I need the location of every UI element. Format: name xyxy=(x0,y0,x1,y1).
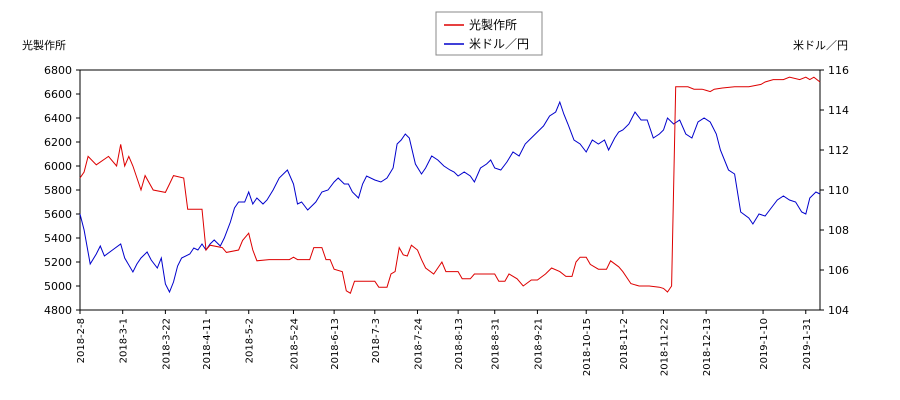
x-tick-label: 2018-3-1 xyxy=(119,318,130,363)
x-tick-label: 2018-10-15 xyxy=(582,318,593,376)
x-tick-label: 2019-1-31 xyxy=(802,318,813,370)
series-layer xyxy=(79,76,821,294)
right-tick-label: 114 xyxy=(828,104,849,117)
left-tick-label: 6000 xyxy=(44,160,72,173)
series-line-stock xyxy=(79,76,821,294)
right-tick-label: 108 xyxy=(828,224,849,237)
right-tick-label: 104 xyxy=(828,304,849,317)
x-tick-label: 2018-3-22 xyxy=(161,318,172,370)
series-line-fx xyxy=(79,100,821,294)
left-tick-label: 5600 xyxy=(44,208,72,221)
x-tick-label: 2018-11-2 xyxy=(619,318,630,370)
left-tick-label: 4800 xyxy=(44,304,72,317)
x-tick-label: 2018-7-3 xyxy=(371,318,382,363)
right-axis: 104 106 108 110 112 114 116 xyxy=(820,64,849,317)
x-tick-label: 2018-8-31 xyxy=(491,318,502,370)
left-tick-label: 5200 xyxy=(44,256,72,269)
x-tick-label: 2018-4-11 xyxy=(202,318,213,370)
legend-label-stock: 光製作所 xyxy=(469,18,517,32)
left-axis: 4800 5000 5200 5400 5600 5800 6000 6200 6400 6600… xyxy=(44,64,80,317)
right-tick-label: 110 xyxy=(828,184,849,197)
x-axis: 2018-2-8 2018-3-1 2018-3-22 2018-4-11 2018-5… xyxy=(76,310,813,376)
x-tick-label: 2018-12-13 xyxy=(702,318,713,376)
legend-box xyxy=(435,11,543,56)
left-tick-label: 6800 xyxy=(44,64,72,77)
right-axis-title: 米ドル／円 xyxy=(793,39,848,52)
x-tick-label: 2018-8-13 xyxy=(454,318,465,370)
x-tick-label: 2018-5-24 xyxy=(289,318,300,370)
x-tick-label: 2019-1-10 xyxy=(759,318,770,370)
x-tick-label: 2018-11-22 xyxy=(659,318,670,376)
x-tick-label: 2018-2-8 xyxy=(76,318,87,363)
left-axis-title: 光製作所 xyxy=(22,38,66,52)
right-tick-label: 116 xyxy=(828,64,849,77)
left-tick-label: 6400 xyxy=(44,112,72,125)
left-tick-label: 6600 xyxy=(44,88,72,101)
x-tick-label: 2018-6-13 xyxy=(330,318,341,370)
left-tick-label: 5000 xyxy=(44,280,72,293)
plot-area xyxy=(79,69,821,311)
legend: 光製作所 米ドル／円 xyxy=(435,11,543,56)
right-tick-label: 112 xyxy=(828,144,849,157)
left-tick-label: 5400 xyxy=(44,232,72,245)
x-tick-label: 2018-7-24 xyxy=(413,318,424,370)
left-tick-label: 5800 xyxy=(44,184,72,197)
x-tick-label: 2018-9-21 xyxy=(533,318,544,370)
legend-label-fx: 米ドル／円 xyxy=(469,37,529,51)
left-tick-label: 6200 xyxy=(44,136,72,149)
x-tick-label: 2018-5-2 xyxy=(245,318,256,363)
right-tick-label: 106 xyxy=(828,264,849,277)
